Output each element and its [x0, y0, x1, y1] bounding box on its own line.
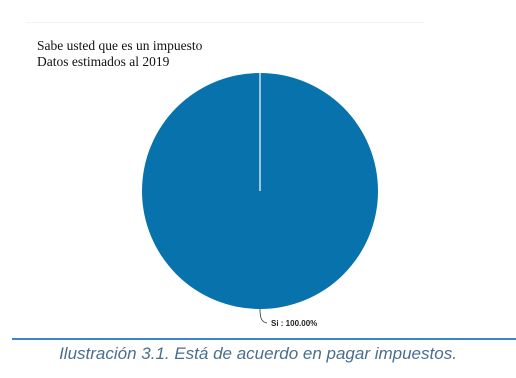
chart-title: Sabe usted que es un impuesto: [37, 38, 203, 53]
chart-subtitle: Datos estimados al 2019: [37, 54, 170, 69]
caption-rule: [12, 338, 516, 340]
pie-leader-line: [259, 308, 268, 324]
chart-frame: [26, 22, 424, 23]
pie-slices: [142, 73, 378, 309]
pie-data-label: Si : 100.00%: [271, 319, 317, 328]
figure-caption: Ilustración 3.1. Está de acuerdo en paga…: [59, 344, 457, 363]
pie-labels: Si : 100.00%: [259, 308, 317, 328]
chart-title-block: Sabe usted que es un impuesto Datos esti…: [37, 38, 202, 70]
